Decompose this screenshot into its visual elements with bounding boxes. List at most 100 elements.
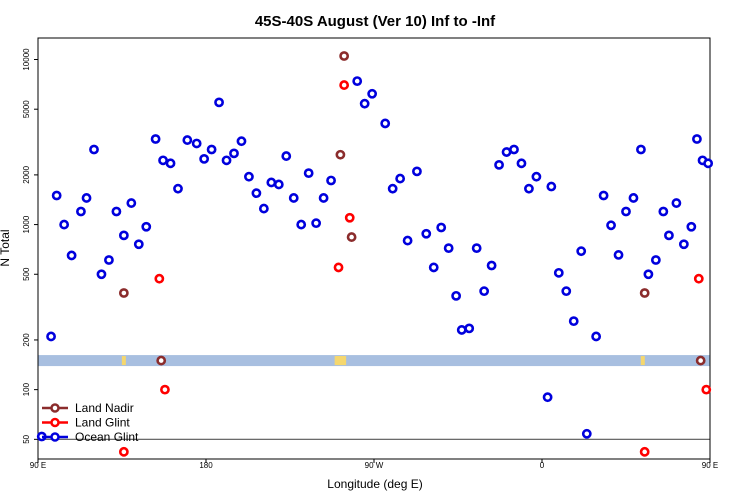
point-ocean-glint [111,206,122,217]
point-ocean-glint [158,155,168,166]
point-ocean-glint [546,181,557,192]
point-ocean-glint [581,428,592,439]
band-marker [342,356,347,366]
point-ocean-glint [464,323,475,334]
point-ocean-glint [531,171,542,182]
y-axis: 50 100 200 500 1000 2000 5000 10000 [22,48,38,444]
points-layer [36,51,714,457]
point-ocean-glint [703,158,714,169]
y-axis-label: N Total [0,229,12,266]
y-tick-label: 100 [22,382,31,396]
point-land-glint [118,446,129,457]
point-ocean-glint [509,144,519,155]
point-ocean-glint [59,219,70,230]
x-tick-label: 90 W [365,461,384,470]
point-ocean-glint [671,198,682,208]
point-ocean-glint [421,228,432,239]
legend-item-ocean-glint: Ocean Glint [42,430,139,444]
point-ocean-glint [524,183,534,194]
point-ocean-glint [402,235,413,246]
point-ocean-glint [214,97,224,108]
x-tick-label: 180 [199,461,213,470]
point-ocean-glint [380,118,391,129]
point-ocean-glint [118,230,129,241]
point-ocean-glint [387,183,398,194]
point-land-glint [339,80,350,90]
point-land-nadir [156,355,167,366]
y-tick-label: 10000 [22,48,31,71]
point-ocean-glint [643,269,654,280]
point-ocean-glint [494,159,504,170]
point-ocean-glint [479,286,490,297]
point-ocean-glint [81,193,92,203]
point-ocean-glint [296,219,307,230]
point-ocean-glint [456,325,467,335]
legend-marker-ocean-glint [50,432,60,442]
point-land-glint [701,384,712,395]
point-land-nadir [335,149,346,160]
point-land-glint [154,273,165,284]
point-ocean-glint [89,144,99,155]
point-ocean-glint [258,203,269,214]
point-ocean-glint [150,134,161,144]
point-ocean-glint [191,138,202,149]
point-land-glint [333,262,344,273]
point-ocean-glint [46,331,56,342]
point-land-nadir [639,288,650,298]
x-tick-label: 90 E [30,461,46,470]
point-ocean-glint [367,88,378,99]
point-ocean-glint [281,151,292,161]
point-ocean-glint [628,193,639,203]
point-ocean-glint [96,269,107,280]
point-ocean-glint [658,206,669,217]
point-ocean-glint [412,166,422,177]
legend-marker-land-glint [50,417,60,428]
point-land-nadir [695,355,706,366]
legend-marker-land-nadir [50,403,60,413]
point-ocean-glint [443,243,454,254]
point-ocean-glint [76,206,86,217]
point-ocean-glint [141,221,152,232]
point-ocean-glint [436,222,447,233]
point-ocean-glint [606,220,616,231]
point-ocean-glint [395,173,406,184]
point-land-nadir [346,232,357,242]
y-tick-label: 500 [22,267,31,281]
point-ocean-glint [326,175,336,186]
point-ocean-glint [126,198,137,208]
point-ocean-glint [199,153,210,164]
legend: Land Nadir Land Glint Ocean Glint [42,401,139,444]
point-ocean-glint [182,135,193,145]
point-ocean-glint [692,134,702,144]
x-axis-label: Longitude (deg E) [327,477,422,491]
point-ocean-glint [66,250,77,261]
point-land-nadir [118,288,129,298]
point-ocean-glint [553,267,564,278]
point-ocean-glint [650,255,661,265]
point-ocean-glint [636,144,646,155]
legend-item-land-glint: Land Glint [42,416,130,430]
point-ocean-glint [686,221,697,232]
x-tick-label: 90 E [702,461,718,470]
point-ocean-glint [501,147,512,157]
point-ocean-glint [352,76,363,86]
point-ocean-glint [428,262,439,273]
point-ocean-glint [318,193,329,203]
point-ocean-glint [664,230,674,241]
point-ocean-glint [51,190,62,201]
point-ocean-glint [236,136,247,147]
point-ocean-glint [229,148,239,159]
point-ocean-glint [273,179,284,190]
point-ocean-glint [311,218,322,229]
point-ocean-glint [621,206,631,217]
point-ocean-glint [613,250,624,260]
legend-item-land-nadir: Land Nadir [42,401,134,415]
point-ocean-glint [471,243,482,254]
point-ocean-glint [221,155,232,166]
point-ocean-glint [303,168,314,179]
chart-title: 45S-40S August (Ver 10) Inf to -Inf [255,13,496,30]
y-tick-label: 1000 [22,215,31,233]
legend-label-land-nadir: Land Nadir [75,401,134,415]
point-land-glint [344,212,355,223]
